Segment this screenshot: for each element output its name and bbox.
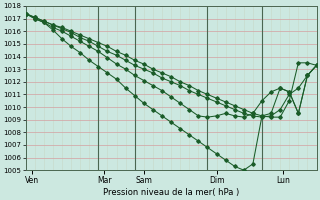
X-axis label: Pression niveau de la mer( hPa ): Pression niveau de la mer( hPa ) [103,188,239,197]
